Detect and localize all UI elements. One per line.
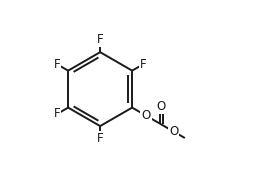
Text: F: F	[140, 58, 147, 71]
Text: O: O	[141, 109, 151, 122]
Text: O: O	[157, 100, 166, 113]
Text: F: F	[54, 108, 60, 121]
Text: O: O	[169, 125, 179, 138]
Text: F: F	[97, 33, 103, 46]
Text: F: F	[54, 58, 60, 71]
Text: F: F	[97, 132, 103, 145]
